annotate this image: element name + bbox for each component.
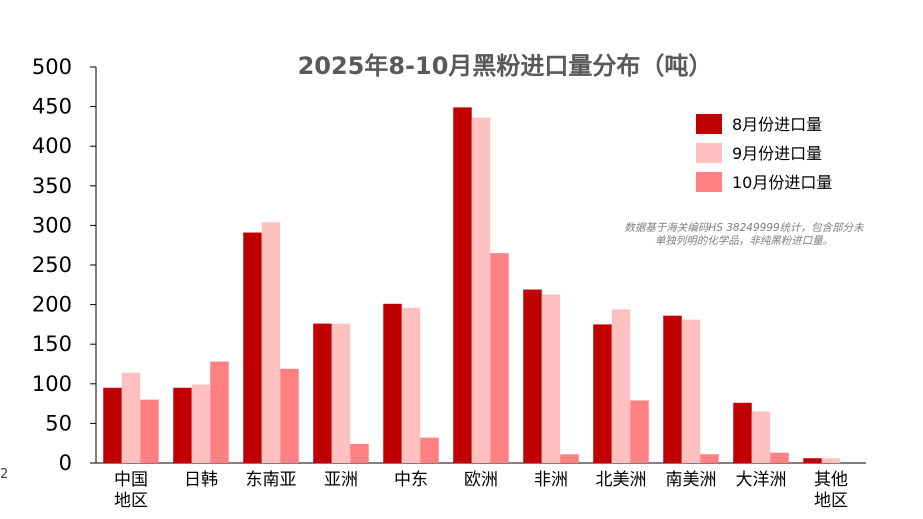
y-tick-label: 200 bbox=[32, 293, 72, 317]
bar bbox=[490, 253, 509, 463]
y-axis: 0 50 100 150 200 250 300 350 400 450 500 bbox=[32, 55, 97, 475]
page-number: 2 bbox=[0, 467, 8, 482]
y-tick-label: 250 bbox=[32, 253, 72, 277]
bar bbox=[663, 315, 682, 463]
x-tick-label: 中国地区 bbox=[114, 470, 148, 511]
bar bbox=[313, 323, 332, 463]
bar bbox=[420, 437, 439, 463]
bar bbox=[331, 323, 351, 463]
x-axis: 中国地区 日韩 东南亚 亚洲 中东 欧洲 非洲 北美洲 南美洲 大洋洲 其他地区 bbox=[96, 462, 866, 511]
bar bbox=[173, 387, 192, 463]
y-tick-label: 300 bbox=[32, 213, 72, 237]
x-tick-label: 南美洲 bbox=[666, 470, 717, 490]
bar bbox=[210, 361, 229, 463]
bar bbox=[350, 443, 369, 463]
y-tick-label: 50 bbox=[45, 411, 72, 435]
bar bbox=[523, 289, 542, 463]
x-tick-label: 欧洲 bbox=[464, 470, 498, 490]
x-tick-label: 北美洲 bbox=[596, 470, 647, 490]
y-tick-label: 0 bbox=[59, 451, 72, 475]
y-tick-label: 450 bbox=[32, 95, 72, 119]
x-tick-label: 其他地区 bbox=[814, 470, 848, 511]
bar bbox=[121, 372, 141, 463]
chart-title: 2025年8-10月黑粉进口量分布（吨） bbox=[298, 52, 713, 80]
legend-swatch bbox=[696, 143, 722, 163]
bar bbox=[593, 324, 612, 463]
y-tick-label: 350 bbox=[32, 174, 72, 198]
annotation-text: 数据基于海关编码HS 38249999统计，包含部分未单独列明的化学品，非纯黑粉… bbox=[624, 222, 865, 247]
y-tick-label: 500 bbox=[32, 55, 72, 79]
bar bbox=[681, 319, 701, 463]
bar bbox=[611, 309, 631, 463]
bar bbox=[751, 411, 771, 463]
bar bbox=[700, 454, 719, 463]
legend-swatch bbox=[696, 114, 722, 134]
bar bbox=[630, 400, 649, 463]
bars bbox=[103, 107, 841, 464]
x-tick-label: 东南亚 bbox=[246, 470, 297, 490]
bar bbox=[191, 384, 211, 463]
bar bbox=[770, 452, 789, 463]
y-tick-label: 150 bbox=[32, 332, 72, 356]
bar bbox=[471, 117, 491, 464]
x-tick-label: 非洲 bbox=[534, 470, 568, 490]
bar bbox=[280, 368, 299, 463]
legend-label: 9月份进口量 bbox=[732, 144, 822, 163]
bar bbox=[243, 232, 262, 463]
x-tick-label: 中东 bbox=[394, 470, 428, 490]
bar bbox=[401, 307, 421, 463]
legend-swatch bbox=[696, 172, 722, 192]
x-tick-label: 亚洲 bbox=[324, 470, 358, 490]
legend-label: 8月份进口量 bbox=[732, 115, 822, 134]
bar bbox=[821, 458, 841, 463]
bar bbox=[261, 222, 281, 463]
bar bbox=[560, 454, 579, 463]
bar bbox=[453, 107, 472, 463]
legend-label: 10月份进口量 bbox=[732, 173, 832, 192]
annotation: 数据基于海关编码HS 38249999统计，包含部分未单独列明的化学品，非纯黑粉… bbox=[624, 222, 865, 247]
bar bbox=[541, 294, 561, 463]
x-tick-label: 日韩 bbox=[184, 470, 218, 490]
y-tick-label: 400 bbox=[32, 134, 72, 158]
bar bbox=[383, 303, 402, 463]
bar bbox=[733, 402, 752, 463]
legend: 8月份进口量 9月份进口量 10月份进口量 bbox=[696, 114, 832, 192]
bar bbox=[140, 399, 159, 463]
bar bbox=[103, 387, 122, 463]
y-tick-label: 100 bbox=[32, 372, 72, 396]
x-tick-label: 大洋洲 bbox=[736, 470, 787, 490]
bar bbox=[803, 458, 822, 463]
